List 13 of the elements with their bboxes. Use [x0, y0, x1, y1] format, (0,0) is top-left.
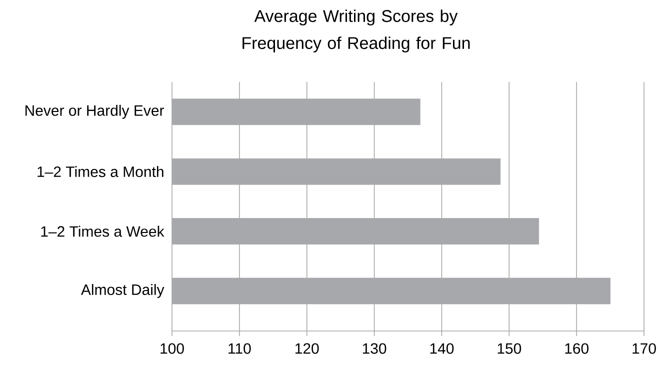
chart-title: Average Writing Scores by Frequency of Reading for Fun [242, 10, 470, 52]
x-tick-label: 140 [430, 343, 454, 354]
x-tick-label: 150 [498, 343, 522, 354]
y-tick-label: Never or Hardly Ever [25, 104, 164, 119]
x-tick-label: 130 [362, 343, 386, 354]
x-tick-label: 110 [228, 343, 251, 354]
x-tick-label: 100 [160, 343, 184, 354]
y-tick-label: Almost Daily [80, 284, 164, 298]
y-tick-label: 1–2 Times a Month [38, 166, 164, 178]
y-tick-label: 1–2 Times a Week [41, 226, 164, 237]
x-tick-label: 160 [565, 343, 588, 354]
x-tick-label: 120 [295, 343, 319, 354]
x-tick-label: 170 [632, 343, 656, 354]
